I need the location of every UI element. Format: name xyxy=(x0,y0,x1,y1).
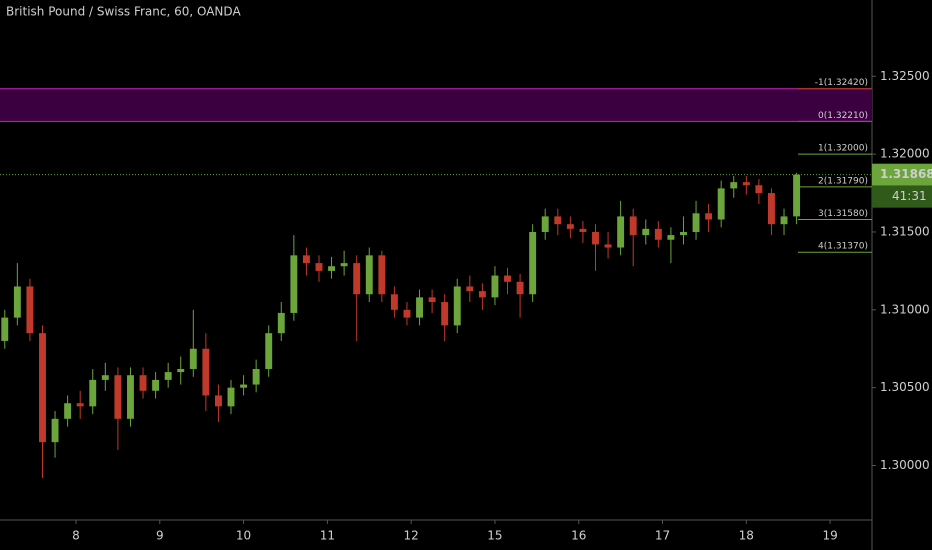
x-tick-label: 10 xyxy=(236,529,251,543)
candle-body xyxy=(177,368,185,373)
candle-body xyxy=(1,317,9,341)
candle-body xyxy=(64,403,72,419)
candle-body xyxy=(730,182,738,189)
fib-label: 1(1.32000) xyxy=(818,144,868,154)
candle-body xyxy=(189,348,197,369)
candle-body xyxy=(101,375,109,380)
candle-body xyxy=(717,188,725,220)
candle-body xyxy=(252,368,260,385)
candle-body xyxy=(340,263,348,267)
candle-body xyxy=(315,263,323,271)
candle-body xyxy=(491,275,499,298)
candle-body xyxy=(478,291,486,298)
candle-body xyxy=(302,255,310,264)
candle-body xyxy=(89,379,97,407)
fib-label: 0(1.32210) xyxy=(818,111,868,121)
candle-body xyxy=(378,255,386,295)
x-tick-label: 15 xyxy=(487,529,502,543)
candle-body xyxy=(755,185,763,194)
y-tick-label: 1.30500 xyxy=(880,380,930,394)
candle-body xyxy=(26,286,34,334)
candle-body xyxy=(541,216,549,232)
countdown: 41:31 xyxy=(892,189,927,203)
candle-body xyxy=(202,348,210,396)
last-price-label: 1.31868 xyxy=(880,167,932,181)
y-tick-label: 1.31500 xyxy=(880,224,930,238)
last-price-tag xyxy=(872,163,932,186)
candle-body xyxy=(453,286,461,326)
chart-title: British Pound / Swiss Franc, 60, OANDA xyxy=(6,5,241,19)
candle-body xyxy=(654,228,662,240)
candle-body xyxy=(629,216,637,236)
candle-body xyxy=(793,174,801,217)
candle-body xyxy=(13,286,21,318)
x-tick-label: 11 xyxy=(320,529,335,543)
countdown-tag xyxy=(872,185,932,208)
candle-body xyxy=(579,228,587,232)
y-tick-label: 1.32500 xyxy=(880,69,930,83)
candle-body xyxy=(51,418,59,443)
candle-body xyxy=(428,297,436,303)
candle-body xyxy=(227,387,235,407)
candle-body xyxy=(416,297,423,318)
fib-label: 4(1.31370) xyxy=(818,242,868,252)
candle-body xyxy=(139,375,147,391)
candle-body xyxy=(365,255,373,295)
candle-body xyxy=(127,375,134,419)
fib-label: -1(1.32420) xyxy=(815,78,868,88)
y-tick-label: 1.32000 xyxy=(880,147,930,161)
x-tick-label: 17 xyxy=(655,529,670,543)
candle-body xyxy=(642,228,650,236)
candle-body xyxy=(680,231,687,236)
candle-body xyxy=(554,216,562,225)
candle-body xyxy=(441,302,449,326)
candle-body xyxy=(240,384,248,388)
candle-body xyxy=(214,395,222,407)
candle-body xyxy=(390,294,398,310)
candle-body xyxy=(277,312,285,334)
candle-body xyxy=(114,375,122,419)
x-tick-label: 16 xyxy=(571,529,586,543)
fib-label: 2(1.31790) xyxy=(818,176,868,186)
candle-body xyxy=(529,231,537,295)
x-tick-label: 19 xyxy=(822,529,837,543)
x-tick-label: 9 xyxy=(156,529,164,543)
candle-body xyxy=(516,281,524,295)
candle-body xyxy=(692,213,700,232)
candle-body xyxy=(39,333,46,443)
candle-body xyxy=(667,235,675,240)
y-tick-label: 1.30000 xyxy=(880,458,930,472)
candle-body xyxy=(466,286,474,292)
candle-body xyxy=(265,333,273,369)
candle-body xyxy=(780,216,788,225)
candle-body xyxy=(353,263,361,295)
x-tick-label: 18 xyxy=(739,529,754,543)
x-tick-label: 12 xyxy=(404,529,419,543)
zone xyxy=(0,88,872,122)
candle-body xyxy=(604,244,612,248)
candle-body xyxy=(767,193,775,225)
candle-body xyxy=(328,266,336,271)
candle-body xyxy=(705,213,713,220)
candle-body xyxy=(504,275,511,282)
candle-body xyxy=(164,372,172,380)
candle-body xyxy=(403,309,411,318)
y-tick-label: 1.31000 xyxy=(880,302,930,316)
candle-body xyxy=(76,403,84,407)
candle-body xyxy=(592,231,599,245)
x-tick-label: 8 xyxy=(72,529,80,543)
candle-body xyxy=(617,216,625,248)
fib-label: 3(1.31580) xyxy=(818,209,868,219)
candle-body xyxy=(290,255,298,313)
candle-body xyxy=(742,182,750,186)
candle-body xyxy=(152,379,160,391)
candle-body xyxy=(566,224,574,229)
